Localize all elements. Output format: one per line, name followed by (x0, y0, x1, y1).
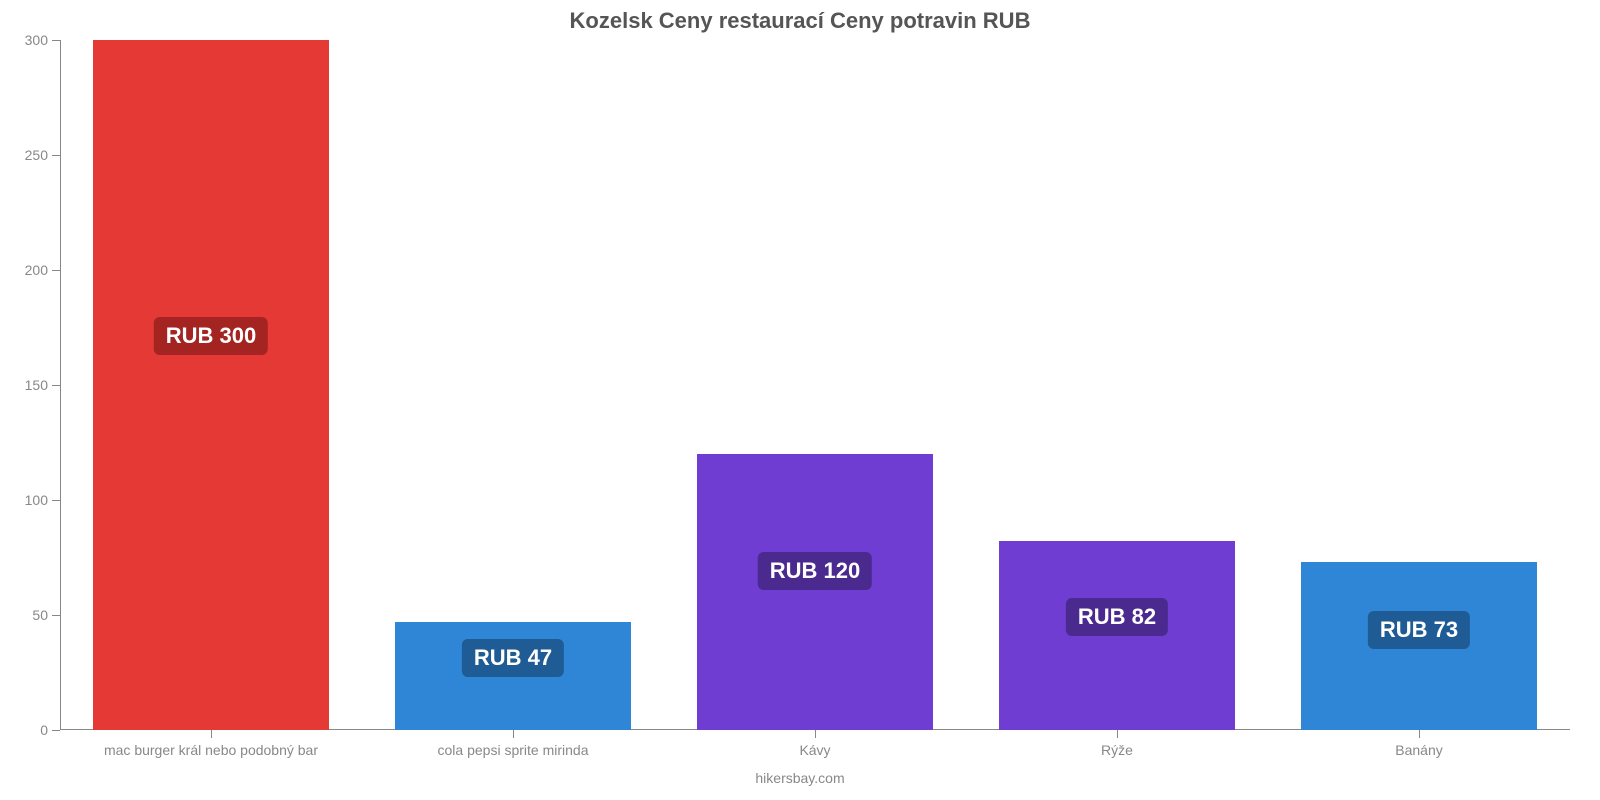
y-tick-label: 250 (25, 147, 48, 163)
x-tick (513, 730, 514, 738)
x-tick-label: mac burger král nebo podobný bar (104, 742, 318, 758)
value-badge: RUB 82 (1066, 598, 1168, 636)
x-tick (211, 730, 212, 738)
y-axis (60, 40, 61, 730)
y-tick-label: 0 (40, 722, 48, 738)
x-tick (1419, 730, 1420, 738)
value-badge: RUB 73 (1368, 611, 1470, 649)
x-tick-label: Rýže (1101, 742, 1133, 758)
value-badge: RUB 300 (154, 317, 268, 355)
y-tick-label: 200 (25, 262, 48, 278)
x-tick-label: cola pepsi sprite mirinda (438, 742, 589, 758)
bar (697, 454, 933, 730)
x-tick (1117, 730, 1118, 738)
y-tick (52, 615, 60, 616)
bar (999, 541, 1235, 730)
x-tick (815, 730, 816, 738)
y-tick-label: 50 (32, 607, 48, 623)
x-tick-label: Kávy (799, 742, 830, 758)
y-tick (52, 730, 60, 731)
y-tick-label: 150 (25, 377, 48, 393)
y-tick (52, 270, 60, 271)
price-bar-chart: Kozelsk Ceny restaurací Ceny potravin RU… (0, 0, 1600, 800)
value-badge: RUB 47 (462, 639, 564, 677)
bar (93, 40, 329, 730)
x-tick-label: Banány (1395, 742, 1442, 758)
chart-title: Kozelsk Ceny restaurací Ceny potravin RU… (0, 8, 1600, 34)
y-tick-label: 300 (25, 32, 48, 48)
plot-area: 050100150200250300mac burger král nebo p… (60, 40, 1570, 730)
y-tick-label: 100 (25, 492, 48, 508)
y-tick (52, 385, 60, 386)
y-tick (52, 40, 60, 41)
attribution-text: hikersbay.com (0, 770, 1600, 786)
y-tick (52, 500, 60, 501)
y-tick (52, 155, 60, 156)
value-badge: RUB 120 (758, 552, 872, 590)
